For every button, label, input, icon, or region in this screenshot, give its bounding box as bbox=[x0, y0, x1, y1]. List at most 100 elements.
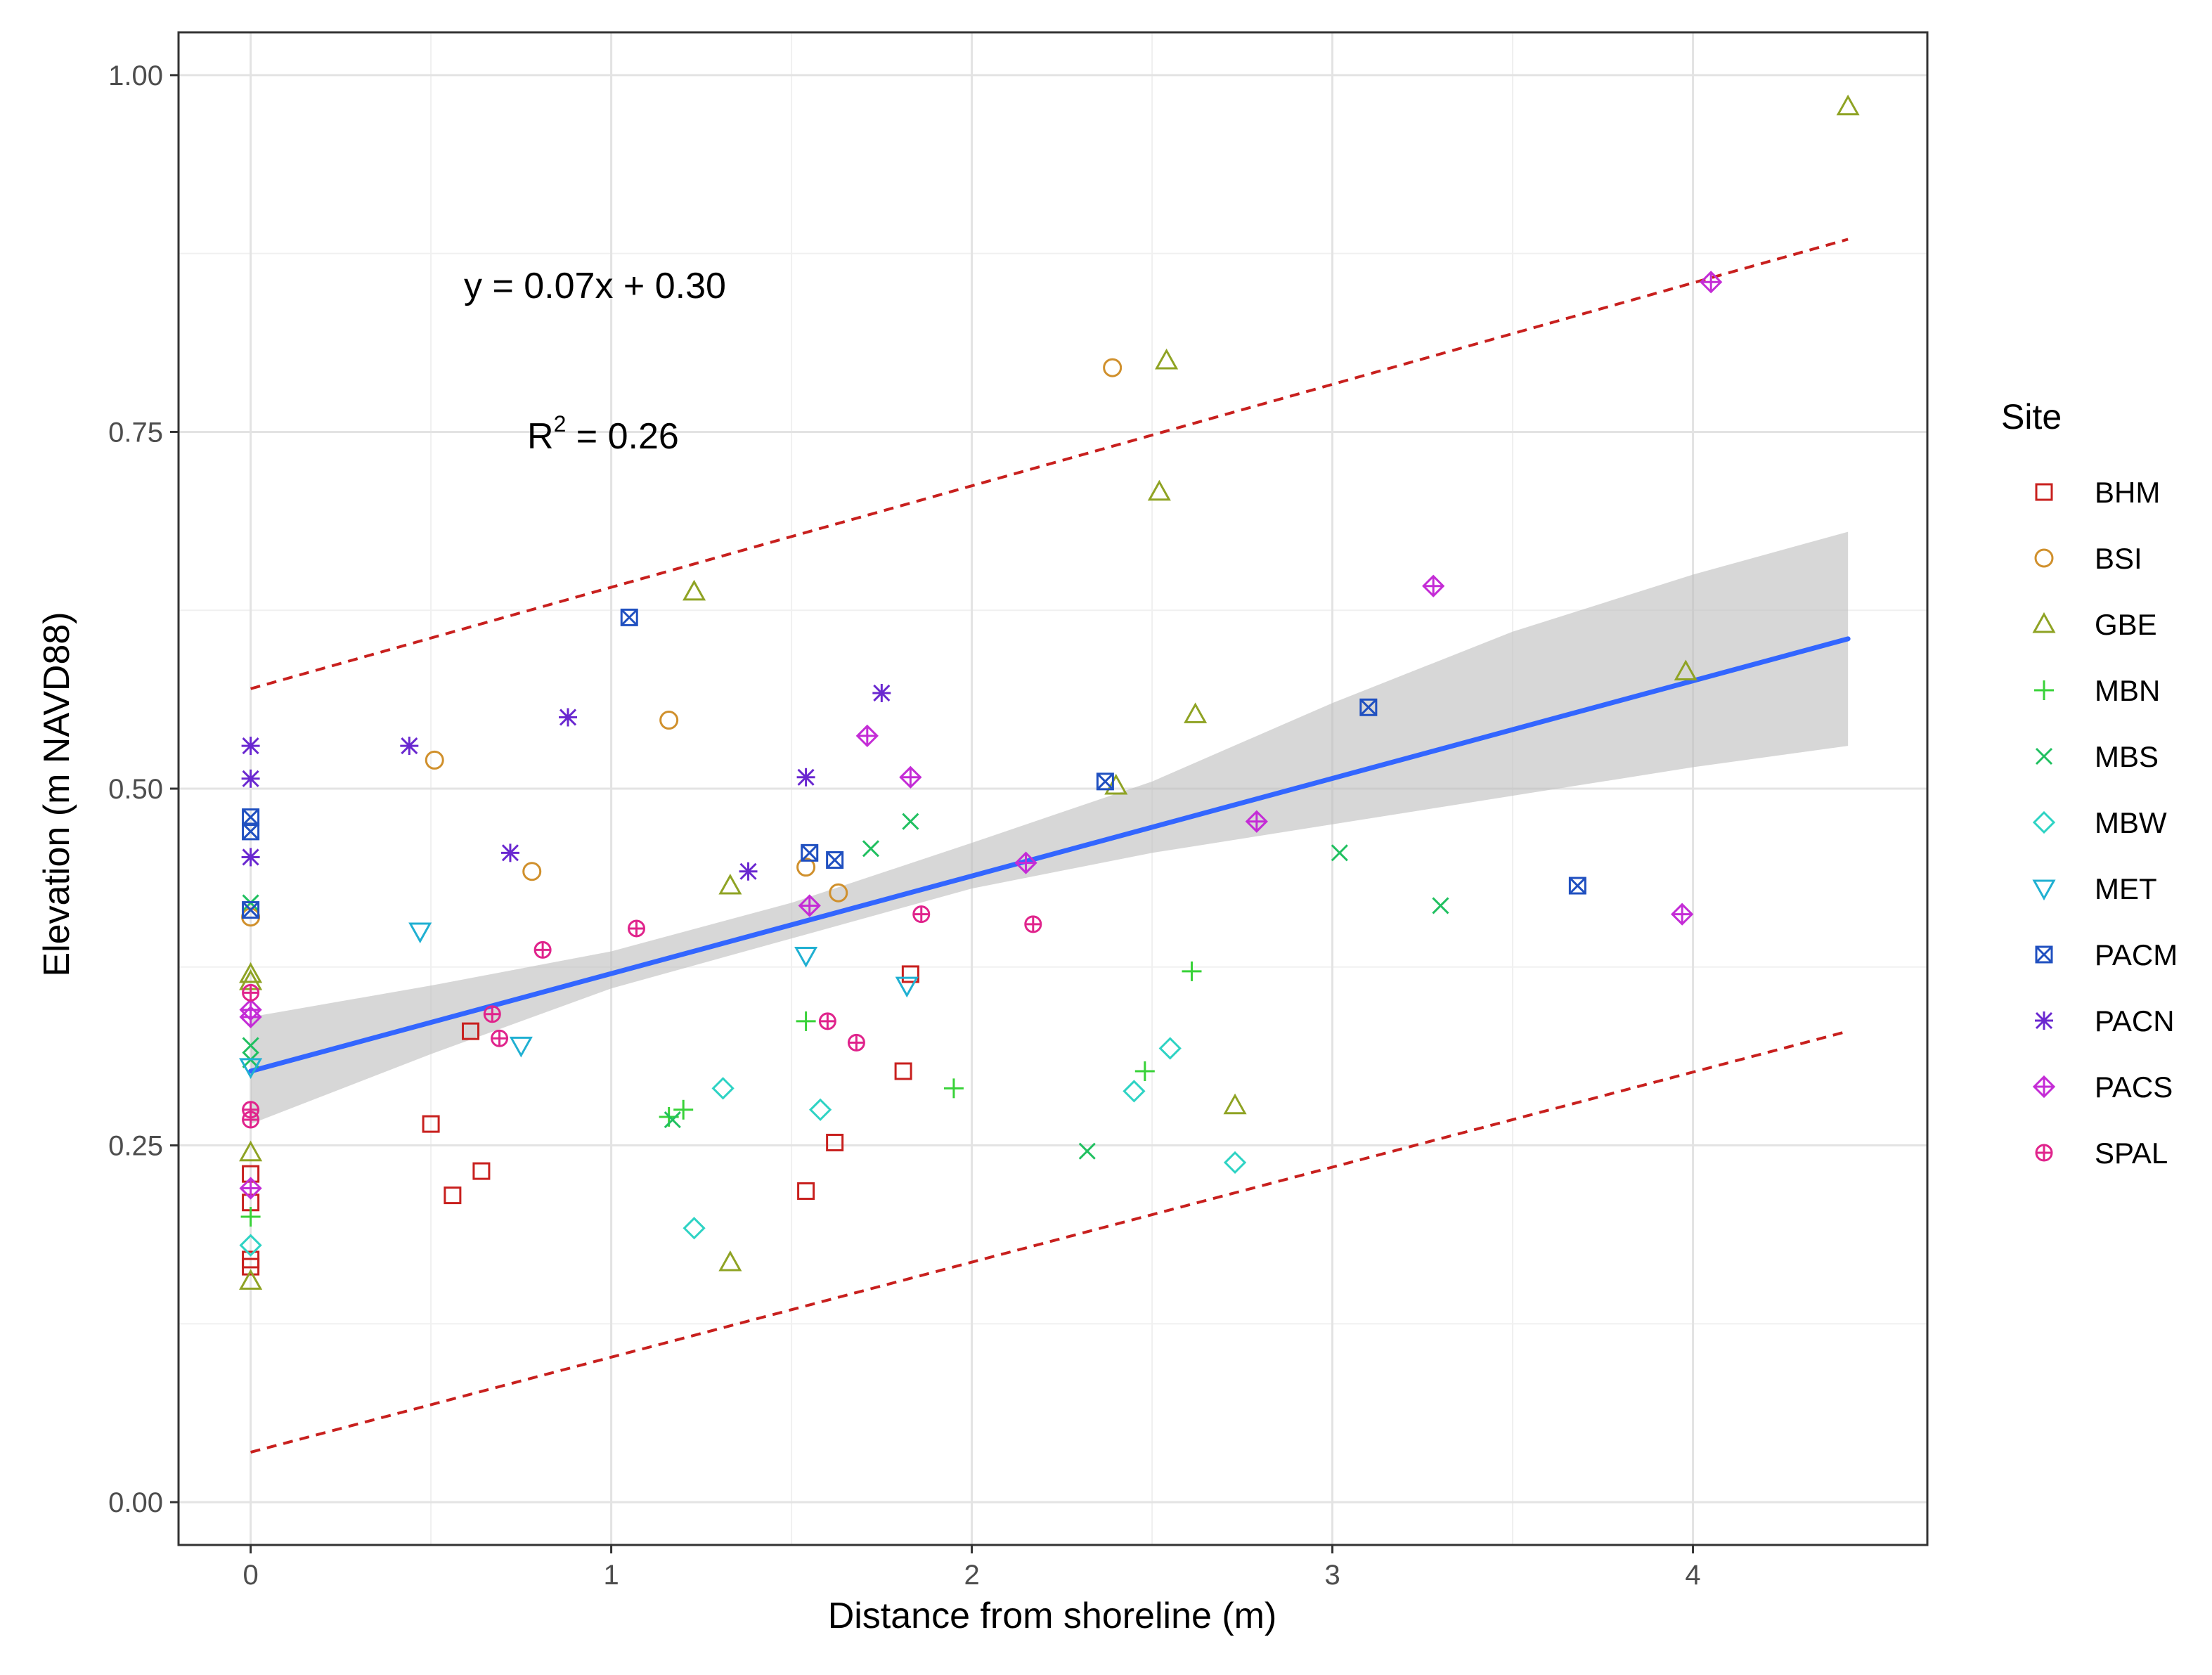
point-mbn bbox=[240, 1207, 261, 1227]
legend-key-pacn bbox=[2035, 1011, 2053, 1030]
point-mbs bbox=[902, 813, 919, 830]
legend-key-pacm bbox=[2035, 945, 2053, 964]
point-gbe bbox=[1104, 773, 1128, 795]
legend-item-pacn: PACN bbox=[2035, 1004, 2175, 1037]
point-pacm bbox=[826, 851, 844, 869]
point-mbn bbox=[1182, 961, 1202, 981]
legend-label-mbn: MBN bbox=[2095, 674, 2160, 707]
legend-item-pacm: PACM bbox=[2035, 938, 2178, 971]
point-bsi bbox=[1103, 358, 1123, 377]
point-mbn bbox=[1134, 1061, 1155, 1081]
x-tick-label: 3 bbox=[1324, 1560, 1340, 1591]
legend-item-bsi: BSI bbox=[2034, 542, 2142, 575]
legend-label-spal: SPAL bbox=[2095, 1137, 2168, 1170]
legend-item-gbe: GBE bbox=[2032, 608, 2157, 641]
point-gbe bbox=[1155, 348, 1179, 370]
legend-label-mbw: MBW bbox=[2095, 806, 2167, 839]
point-met bbox=[408, 922, 432, 944]
point-mbw bbox=[1223, 1151, 1247, 1175]
point-spal bbox=[1024, 915, 1042, 933]
series-met bbox=[239, 922, 919, 1079]
legend-key-bhm bbox=[2035, 483, 2053, 501]
point-spal bbox=[242, 1111, 260, 1129]
legend-key-gbe bbox=[2032, 612, 2056, 633]
point-mbs bbox=[1078, 1142, 1096, 1160]
x-axis: 0 1 2 3 4 bbox=[242, 1545, 1701, 1591]
point-pacn bbox=[559, 708, 578, 727]
point-bhm bbox=[826, 1133, 844, 1151]
legend-label-met: MET bbox=[2095, 872, 2157, 905]
legend-label-bsi: BSI bbox=[2095, 542, 2142, 575]
point-pacn bbox=[796, 768, 815, 787]
point-bhm bbox=[472, 1162, 491, 1180]
point-pacn bbox=[739, 862, 758, 881]
r-squared: R2 = 0.26 bbox=[527, 411, 679, 457]
y-tick-label: 0.25 bbox=[108, 1131, 163, 1162]
point-gbe bbox=[718, 1250, 742, 1272]
plot-panel bbox=[177, 31, 1929, 1546]
legend-label-gbe: GBE bbox=[2095, 608, 2157, 641]
point-pacs bbox=[855, 724, 879, 748]
point-mbs bbox=[1432, 897, 1449, 914]
point-gbe bbox=[239, 962, 263, 983]
regression-line bbox=[248, 636, 1851, 1074]
series-mbw bbox=[239, 1037, 1247, 1257]
point-pacm bbox=[1359, 698, 1378, 716]
point-spal bbox=[912, 905, 931, 924]
r-squared-prefix: R bbox=[527, 416, 554, 457]
point-gbe bbox=[683, 579, 706, 601]
point-pacs bbox=[239, 1177, 262, 1200]
point-pacn bbox=[500, 843, 519, 862]
point-pacs bbox=[1700, 271, 1723, 294]
data-points bbox=[239, 94, 1860, 1290]
legend-label-bhm: BHM bbox=[2095, 476, 2160, 509]
point-mbw bbox=[1158, 1037, 1182, 1060]
series-pacm bbox=[242, 608, 1586, 919]
series-bsi bbox=[241, 358, 1123, 927]
prediction-band-lower bbox=[250, 1030, 1849, 1454]
point-gbe bbox=[1223, 1093, 1247, 1115]
legend-label-pacs: PACS bbox=[2095, 1071, 2173, 1104]
point-gbe bbox=[239, 1140, 263, 1162]
legend-item-bhm: BHM bbox=[2035, 476, 2160, 509]
legend-label-mbs: MBS bbox=[2095, 740, 2159, 773]
point-bhm bbox=[242, 1257, 260, 1276]
point-pacm bbox=[620, 608, 638, 626]
point-pacs bbox=[798, 894, 821, 917]
x-tick-label: 4 bbox=[1685, 1560, 1700, 1591]
x-tick-label: 1 bbox=[603, 1560, 619, 1591]
point-bsi bbox=[659, 711, 679, 730]
y-axis-title: Elevation (m NAVD88) bbox=[37, 612, 77, 976]
legend-label-pacn: PACN bbox=[2095, 1004, 2175, 1037]
legend-key-met bbox=[2032, 879, 2056, 901]
point-spal bbox=[491, 1029, 509, 1047]
y-axis: 0.00 0.25 0.50 0.75 1.00 bbox=[108, 60, 179, 1518]
legend-label-pacm: PACM bbox=[2095, 938, 2178, 971]
point-bsi bbox=[796, 858, 816, 877]
point-pacm bbox=[242, 808, 260, 827]
point-pacm bbox=[1096, 772, 1114, 791]
legend-key-pacs bbox=[2032, 1075, 2056, 1099]
y-tick-label: 0.00 bbox=[108, 1487, 163, 1518]
legend-key-mbn bbox=[2034, 680, 2054, 700]
point-bhm bbox=[422, 1115, 440, 1133]
point-gbe bbox=[1674, 659, 1697, 681]
point-met bbox=[895, 976, 919, 998]
point-gbe bbox=[239, 1269, 263, 1290]
point-bhm bbox=[797, 1182, 815, 1201]
legend-key-bsi bbox=[2034, 548, 2054, 568]
series-gbe bbox=[239, 94, 1860, 1290]
point-bsi bbox=[425, 750, 444, 770]
point-spal bbox=[483, 1005, 501, 1023]
point-mbw bbox=[239, 1234, 262, 1257]
legend-key-mbw bbox=[2032, 810, 2056, 834]
x-axis-title: Distance from shoreline (m) bbox=[828, 1596, 1277, 1636]
point-pacm bbox=[801, 843, 819, 862]
point-met bbox=[239, 1058, 263, 1079]
legend-key-mbs bbox=[2035, 747, 2053, 765]
point-pacm bbox=[242, 901, 260, 919]
legend-item-mbw: MBW bbox=[2032, 806, 2167, 839]
legend-item-spal: SPAL bbox=[2035, 1137, 2168, 1170]
point-mbn bbox=[943, 1078, 964, 1099]
